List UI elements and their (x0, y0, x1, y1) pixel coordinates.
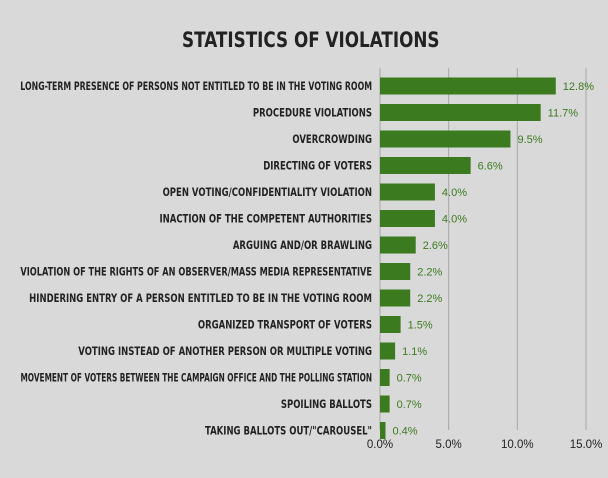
category-label: HINDERING ENTRY OF A PERSON ENTITLED TO … (29, 293, 372, 306)
value-label: 11.7% (548, 108, 579, 120)
bar (380, 183, 435, 201)
value-labels: 12.8% 11.7% 9.5% 6.6% 4.0% 4.0% 2.6% 2.2% 2.2% 1.… (392, 81, 594, 438)
value-label: 0.7% (397, 399, 422, 411)
value-label: 1.5% (408, 320, 433, 332)
x-axis-tick-labels: 0.0% 5.0% 10.0% 15.0% (367, 439, 602, 451)
value-label: 2.2% (417, 293, 442, 305)
category-label: VOTING INSTEAD OF ANOTHER PERSON OR MULT… (78, 346, 372, 359)
value-label: 4.0% (442, 214, 467, 226)
bars (380, 77, 556, 439)
bar (380, 289, 411, 307)
bar (380, 316, 401, 333)
category-label: SPOILING BALLOTS (281, 399, 372, 412)
category-label: MOVEMENT OF VOTERS BETWEEN THE CAMPAIGN … (20, 372, 372, 385)
category-label: INACTION OF THE COMPETENT AUTHORITIES (159, 213, 372, 226)
bar (380, 210, 435, 227)
bar (380, 77, 556, 95)
bar (380, 422, 386, 439)
category-label: TAKING BALLOTS OUT/"CAROUSEL" (205, 425, 372, 438)
x-tick-label: 10.0% (501, 439, 534, 451)
chart-title: STATISTICS OF VIOLATIONS (182, 28, 440, 52)
value-label: 0.4% (392, 426, 417, 438)
category-labels: LONG-TERM PRESENCE OF PERSONS NOT ENTITL… (20, 81, 372, 438)
category-label: OVERCROWDING (292, 134, 372, 147)
value-label: 6.6% (478, 161, 503, 173)
category-label: OPEN VOTING/CONFIDENTIALITY VIOLATION (163, 187, 372, 200)
category-label: DIRECTING OF VOTERS (263, 160, 372, 173)
value-label: 2.2% (417, 267, 442, 279)
x-tick-label: 5.0% (436, 439, 462, 451)
category-label: VIOLATION OF THE RIGHTS OF AN OBSERVER/M… (20, 266, 372, 279)
x-tick-label: 15.0% (570, 439, 603, 451)
category-label: PROCEDURE VIOLATIONS (253, 107, 372, 120)
value-label: 2.6% (423, 240, 448, 252)
value-label: 9.5% (517, 134, 542, 146)
value-label: 12.8% (563, 81, 594, 93)
value-label: 0.7% (397, 373, 422, 385)
bar (380, 104, 541, 121)
category-label: ARGUING AND/OR BRAWLING (233, 240, 372, 253)
bar (380, 263, 411, 280)
bar (380, 236, 416, 254)
x-tick-label: 0.0% (367, 439, 393, 451)
bar (380, 342, 396, 360)
bar (380, 130, 511, 148)
category-label: ORGANIZED TRANSPORT OF VOTERS (198, 319, 372, 332)
bar (380, 369, 390, 386)
value-label: 1.1% (402, 346, 427, 358)
bar (380, 157, 471, 174)
category-label: LONG-TERM PRESENCE OF PERSONS NOT ENTITL… (20, 81, 372, 94)
bar (380, 395, 390, 413)
value-label: 4.0% (442, 187, 467, 199)
